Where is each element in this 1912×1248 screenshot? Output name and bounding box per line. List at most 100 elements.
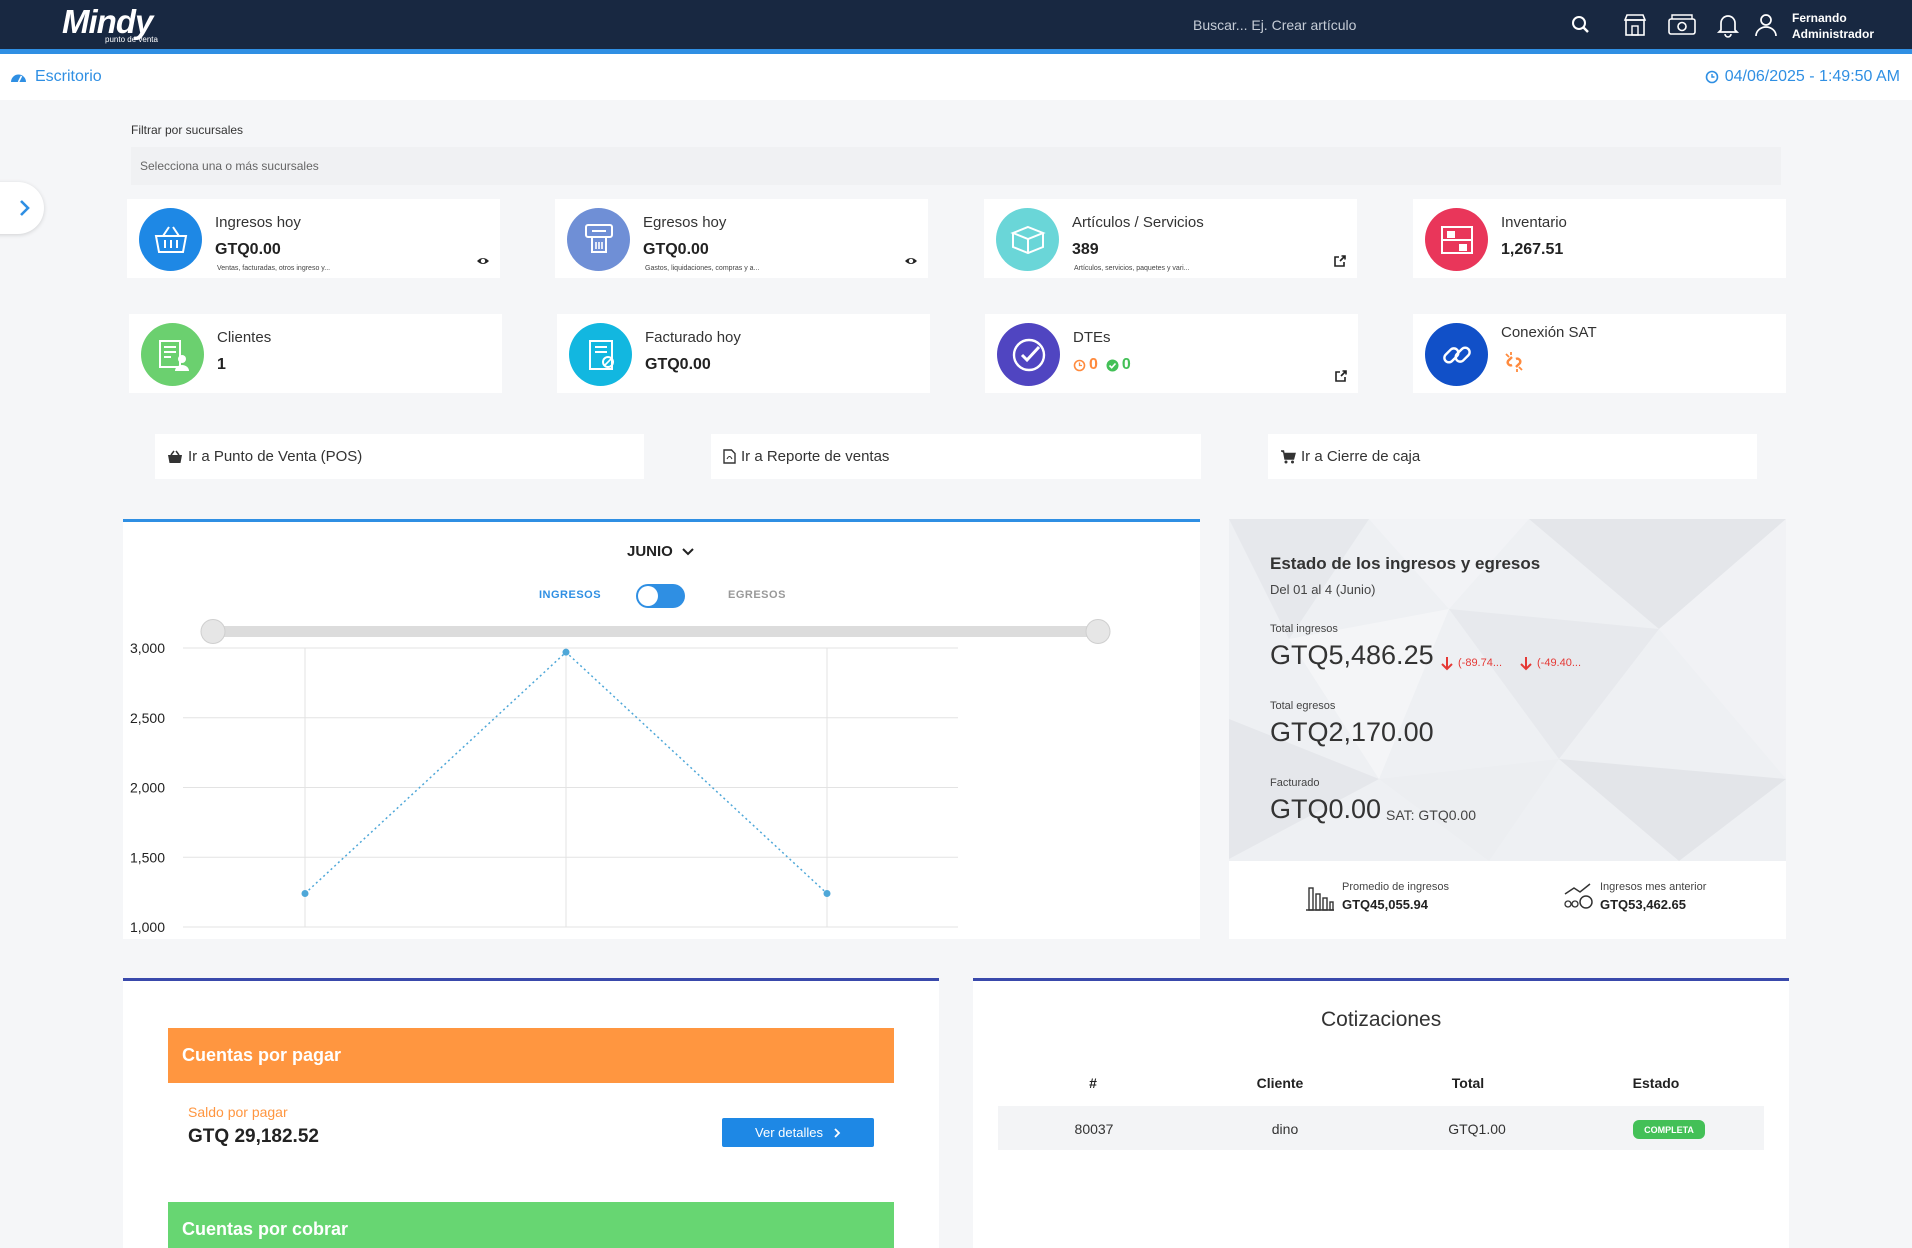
ver-detalles-button[interactable]: Ver detalles (722, 1118, 874, 1147)
chevron-down-icon (682, 547, 694, 555)
card-value: 1 (217, 356, 226, 373)
facturado-value: GTQ0.00 (1270, 794, 1382, 824)
total-ingresos-value: GTQ5,486.25 (1270, 640, 1434, 670)
card-clientes[interactable]: Clientes 1 (129, 314, 502, 393)
status-badge: COMPLETA (1633, 1120, 1705, 1139)
app-logo[interactable]: Mindy punto de venta (62, 4, 158, 45)
cell-total: GTQ1.00 (1448, 1121, 1506, 1137)
stats-subtitle: Del 01 al 4 (Junio) (1270, 582, 1376, 597)
card-title: Artículos / Servicios (1072, 214, 1204, 231)
box-icon (996, 208, 1059, 271)
card-value: GTQ0.00 (643, 241, 709, 258)
top-navbar (0, 0, 1912, 49)
link-reporte-ventas[interactable]: Ir a Reporte de ventas (711, 434, 1201, 479)
range-slider-handle-right[interactable] (1085, 619, 1111, 644)
breadcrumb[interactable]: Escritorio (10, 68, 102, 86)
sidebar-toggle-button[interactable] (0, 182, 44, 234)
y-tick-label: 3,000 (130, 640, 165, 656)
ingresos-change-1: (-89.74... (1440, 655, 1502, 671)
card-ingresos-hoy[interactable]: Ingresos hoy GTQ0.00 Ventas, facturadas,… (127, 199, 500, 278)
chevron-right-icon (834, 1127, 841, 1138)
broken-link-icon (1505, 352, 1523, 372)
data-point (562, 648, 570, 656)
total-ingresos-label: Total ingresos (1270, 623, 1338, 635)
y-tick-label: 1,500 (130, 849, 165, 865)
dte-pending: 0 (1073, 356, 1098, 374)
cuentas-por-pagar-header: Cuentas por pagar (168, 1028, 894, 1083)
eye-icon[interactable] (476, 254, 490, 268)
data-point (301, 890, 309, 898)
ingresos-egresos-toggle[interactable] (636, 584, 685, 608)
cuentas-por-cobrar-header: Cuentas por cobrar (168, 1202, 894, 1248)
bell-icon[interactable] (1715, 12, 1741, 38)
card-title: Inventario (1501, 214, 1567, 231)
link-label: Ir a Reporte de ventas (741, 448, 890, 465)
breadcrumb-label: Escritorio (35, 68, 102, 85)
ingresos-mes-anterior: Ingresos mes anterior GTQ53,462.65 (1562, 880, 1706, 912)
link-label: Ir a Punto de Venta (POS) (188, 448, 363, 465)
arrow-down-icon (1441, 657, 1453, 671)
card-dtes[interactable]: DTEs 0 0 (985, 314, 1358, 393)
card-egresos-hoy[interactable]: Egresos hoy GTQ0.00 Gastos, liquidacione… (555, 199, 928, 278)
check-circle-icon (1106, 359, 1119, 371)
change-text: (-49.40... (1537, 657, 1582, 669)
eye-icon[interactable] (904, 254, 918, 268)
datetime-display: 04/06/2025 - 1:49:50 AM (1705, 68, 1900, 86)
toggle-label-ingresos[interactable]: INGRESOS (539, 589, 602, 601)
y-tick-label: 2,000 (130, 780, 165, 796)
store-icon[interactable] (1622, 12, 1648, 38)
y-tick-label: 1,000 (130, 919, 165, 935)
data-point (823, 890, 831, 898)
range-slider-track[interactable] (213, 626, 1098, 637)
search-input[interactable]: Buscar... Ej. Crear artículo (1193, 17, 1357, 33)
stats-footer (1229, 861, 1786, 939)
user-menu[interactable]: Fernando Administrador (1792, 10, 1874, 42)
toggle-label-egresos[interactable]: EGRESOS (728, 589, 786, 601)
logo-subtitle: punto de venta (105, 35, 158, 44)
month-selector[interactable]: JUNIO (627, 543, 695, 560)
card-value: 389 (1072, 241, 1099, 258)
search-icon[interactable] (1568, 12, 1594, 38)
saldo-label: Saldo por pagar (188, 1104, 288, 1120)
user-icon[interactable] (1753, 12, 1779, 38)
basket-icon (139, 208, 202, 271)
navbar-accent-line (0, 49, 1912, 54)
y-tick-label: 2,500 (130, 710, 165, 726)
button-label: Ver detalles (755, 1125, 823, 1140)
promedio-label: Promedio de ingresos (1342, 880, 1450, 893)
card-value: GTQ0.00 (215, 241, 281, 258)
link-label: Ir a Cierre de caja (1301, 448, 1421, 465)
range-slider-handle-left[interactable] (200, 619, 226, 644)
dte-ok-count: 0 (1121, 356, 1131, 373)
polygon-background (1229, 519, 1786, 861)
col-header-cliente: Cliente (1256, 1075, 1304, 1091)
col-header-total: Total (1451, 1075, 1485, 1091)
dte-ok: 0 (1106, 356, 1131, 374)
link-icon (1425, 323, 1488, 386)
saldo-value: GTQ 29,182.52 (188, 1126, 319, 1147)
external-link-icon[interactable] (1334, 369, 1348, 383)
invoice-icon (569, 323, 632, 386)
card-value: GTQ0.00 (645, 356, 711, 373)
external-link-icon[interactable] (1333, 254, 1347, 268)
card-facturado-hoy[interactable]: Facturado hoy GTQ0.00 (557, 314, 930, 393)
card-description: Gastos, liquidaciones, compras y a... (645, 265, 760, 272)
cotizaciones-title: Cotizaciones (1321, 1008, 1442, 1031)
card-inventario[interactable]: Inventario 1,267.51 (1413, 199, 1786, 278)
filter-label: Filtrar por sucursales (131, 123, 244, 137)
col-header-estado: Estado (1632, 1075, 1680, 1091)
cash-register-icon[interactable] (1667, 12, 1697, 38)
cell-num: 80037 (1074, 1121, 1114, 1137)
link-cierre-caja[interactable]: Ir a Cierre de caja (1268, 434, 1757, 479)
card-articulos-servicios[interactable]: Artículos / Servicios 389 Artículos, ser… (984, 199, 1357, 278)
basket-icon (168, 450, 182, 463)
card-title: Clientes (217, 329, 272, 346)
card-title: Facturado hoy (645, 329, 741, 346)
branch-filter-select[interactable]: Selecciona una o más sucursales (131, 147, 1781, 185)
link-punto-de-venta[interactable]: Ir a Punto de Venta (POS) (155, 434, 644, 479)
chevron-right-icon (20, 200, 30, 216)
dashboard-icon (11, 74, 26, 83)
bar-chart-icon (1306, 887, 1334, 911)
card-conexion-sat[interactable]: Conexión SAT (1413, 314, 1786, 393)
card-title: Egresos hoy (643, 214, 727, 231)
